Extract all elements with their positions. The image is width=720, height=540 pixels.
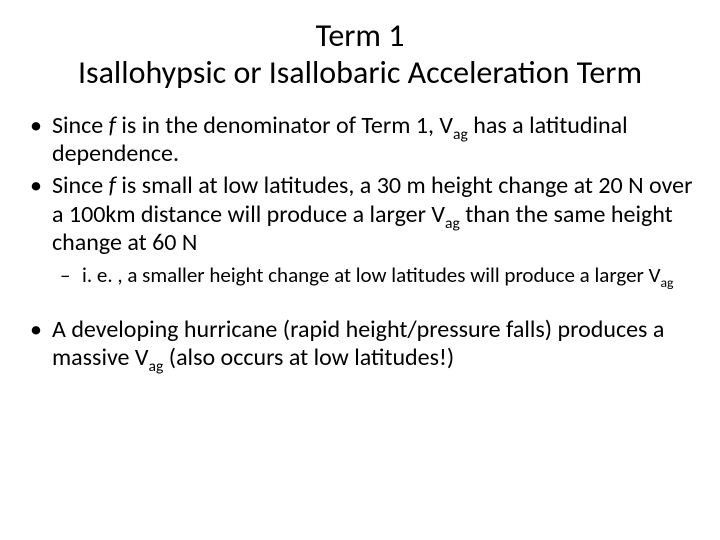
spacer: [52, 302, 696, 316]
title-line-1: Term 1: [316, 16, 405, 55]
italic-f: f: [109, 111, 116, 140]
text-segment: (also occurs at low latitudes!): [163, 343, 454, 372]
text-segment: Since: [52, 171, 109, 200]
text-segment: i. e. , a smaller height change at low l…: [82, 262, 661, 288]
subscript-ag: ag: [453, 124, 468, 143]
subscript-ag: ag: [445, 213, 460, 232]
bullet-item-1: Since f is in the denominator of Term 1,…: [52, 112, 696, 169]
bullet-item-2: Since f is small at low latitudes, a 30 …: [52, 172, 696, 288]
subscript-ag: ag: [149, 357, 164, 376]
subscript-ag: ag: [661, 274, 674, 291]
italic-f: f: [109, 171, 116, 200]
sub-bullet-item: i. e. , a smaller height change at low l…: [82, 263, 696, 288]
sub-bullet-list: i. e. , a smaller height change at low l…: [52, 263, 696, 288]
slide-title: Term 1 Isallohypsic or Isallobaric Accel…: [24, 18, 696, 92]
bullet-list: Since f is in the denominator of Term 1,…: [24, 112, 696, 373]
slide-container: Term 1 Isallohypsic or Isallobaric Accel…: [0, 0, 720, 540]
title-line-2: Isallohypsic or Isallobaric Acceleration…: [78, 53, 642, 92]
bullet-item-3: A developing hurricane (rapid height/pre…: [52, 316, 696, 373]
text-segment: is in the denominator of Term 1, V: [116, 111, 453, 140]
text-segment: Since: [52, 111, 109, 140]
